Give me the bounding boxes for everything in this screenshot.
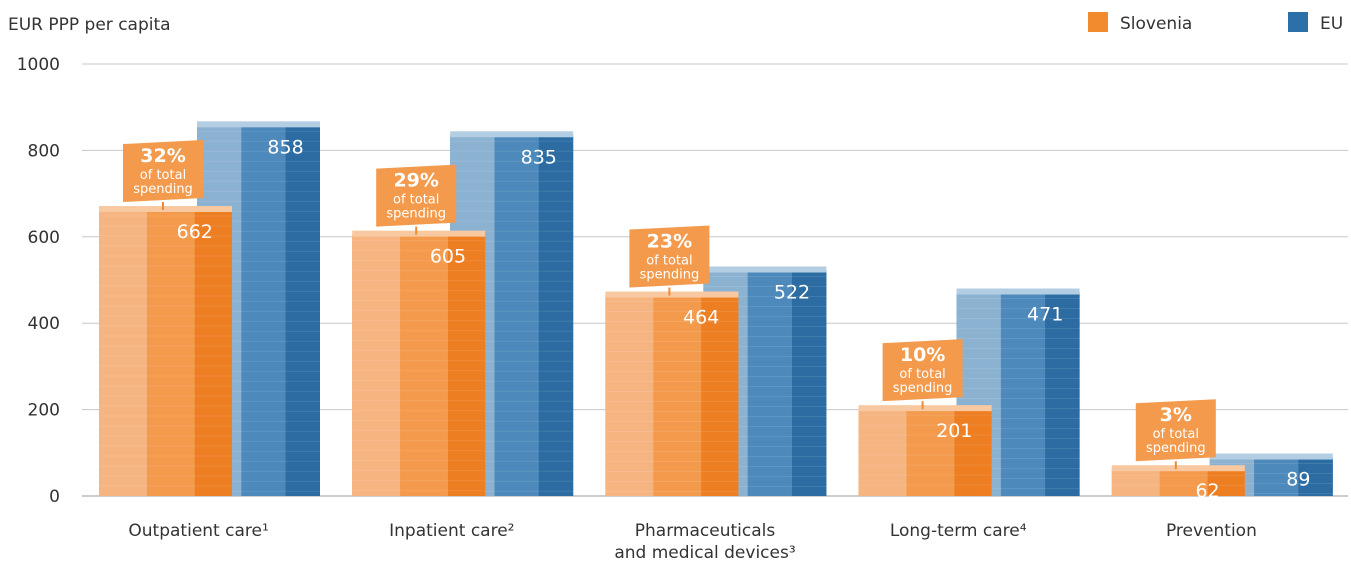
bar-slovenia-2-value-label: 464 xyxy=(683,307,719,329)
bar-slovenia-0-value-label: 662 xyxy=(177,221,213,243)
callout-text: spending xyxy=(893,381,953,396)
callout-flag xyxy=(123,140,203,203)
bar-slovenia-1-value-label: 605 xyxy=(430,246,466,268)
category-label: and medical devices³ xyxy=(614,543,795,563)
bar-eu-1-value-label: 835 xyxy=(521,146,557,168)
bar-slovenia-0-top xyxy=(99,206,232,213)
bar-eu-0-dark-face xyxy=(285,125,320,497)
bar-eu-3-value-label: 471 xyxy=(1027,304,1063,326)
y-tick-label: 1000 xyxy=(17,55,60,75)
legend-swatch-slovenia xyxy=(1088,12,1108,32)
callout-percent: 32% xyxy=(140,145,185,167)
bar-eu-3-top xyxy=(956,288,1080,295)
legend: Slovenia EU xyxy=(1088,12,1343,34)
category-label: Outpatient care¹ xyxy=(128,521,268,541)
category-label: Inpatient care² xyxy=(389,521,514,541)
bar-slovenia-3-value-label: 201 xyxy=(936,420,972,442)
bar-slovenia-3-top xyxy=(858,405,992,412)
bar-slovenia-4-dark-face xyxy=(1207,469,1245,496)
y-tick-label: 0 xyxy=(49,487,60,507)
y-tick-label: 800 xyxy=(28,141,60,161)
legend-label-slovenia: Slovenia xyxy=(1120,14,1192,34)
legend-swatch-eu xyxy=(1288,12,1308,32)
y-tick-label: 400 xyxy=(28,314,60,334)
callout-text: of total xyxy=(646,254,692,269)
callout-text: of total xyxy=(899,367,945,382)
category-labels: Outpatient care¹ Inpatient care² Pharmaceu… xyxy=(128,521,1256,563)
bar-eu-0-top xyxy=(197,121,320,128)
bar-eu-0-value-label: 858 xyxy=(267,136,303,158)
y-tick-label: 600 xyxy=(28,228,60,248)
callout-percent: 29% xyxy=(393,170,438,192)
category-label: Prevention xyxy=(1166,521,1257,541)
callout-text: spending xyxy=(386,207,446,222)
bar-slovenia-0-dark-face xyxy=(194,210,232,497)
bar-slovenia-1-dark-face xyxy=(447,234,486,496)
bar-slovenia-1: 605 xyxy=(352,230,486,496)
bar-slovenia-3-dark-face xyxy=(954,409,992,496)
callout-flag xyxy=(376,164,457,227)
bar-slovenia-2: 464 xyxy=(605,291,739,496)
bar-slovenia-3-light-face xyxy=(858,409,907,496)
bar-eu-4-value-label: 89 xyxy=(1286,469,1310,491)
callout-flag xyxy=(882,339,963,402)
bar-slovenia-2-light-face xyxy=(605,295,654,496)
legend-label-eu: EU xyxy=(1320,14,1343,34)
bar-slovenia-4-value-label: 62 xyxy=(1195,480,1219,502)
callout-flag xyxy=(1135,399,1216,462)
bar-slovenia-4-light-face xyxy=(1111,469,1160,496)
callout-percent: 10% xyxy=(900,344,945,366)
category-label: Long-term care⁴ xyxy=(890,521,1027,541)
bar-slovenia-0: 662 xyxy=(99,206,232,497)
callout-text: of total xyxy=(393,193,439,208)
bar-eu-1-dark-face xyxy=(538,135,574,496)
bar-eu-2-dark-face xyxy=(791,270,827,496)
bar-eu-1-top xyxy=(450,131,574,138)
category-label: Pharmaceuticals xyxy=(635,521,776,541)
bar-eu-2-top xyxy=(703,266,827,273)
callout-text: of total xyxy=(1153,427,1199,442)
bar-slovenia-4-top xyxy=(1111,465,1245,472)
callout-percent: 23% xyxy=(647,231,692,253)
callout-text: spending xyxy=(640,268,700,283)
bar-eu-3-dark-face xyxy=(1045,292,1080,496)
bar-slovenia-1-top xyxy=(352,230,486,237)
bar-slovenia-0-light-face xyxy=(99,210,147,497)
bar-slovenia-1-light-face xyxy=(352,234,401,496)
bar-eu-0: 858 xyxy=(197,121,320,497)
bar-slovenia-2-top xyxy=(605,291,739,298)
callout-percent: 3% xyxy=(1160,404,1192,426)
callout-flag xyxy=(629,225,710,288)
y-axis-ticks: 0 200 400 600 800 1000 xyxy=(17,55,60,507)
y-tick-label: 200 xyxy=(28,401,60,421)
bar-slovenia-2-dark-face xyxy=(701,295,739,496)
bar-eu-4-top xyxy=(1209,453,1333,460)
callout-text: spending xyxy=(133,182,193,197)
callout-text: spending xyxy=(1146,441,1206,456)
bar-eu-4-dark-face xyxy=(1298,457,1333,496)
bar-eu-2-value-label: 522 xyxy=(774,281,810,303)
y-axis-label: EUR PPP per capita xyxy=(8,15,171,35)
callout-text: of total xyxy=(140,168,186,183)
bar-slovenia-4: 62 xyxy=(1111,465,1245,502)
bar-slovenia-3: 201 xyxy=(858,405,992,496)
bars: 858 662 835 605 522 464 471 201 89 62 xyxy=(99,121,1333,502)
